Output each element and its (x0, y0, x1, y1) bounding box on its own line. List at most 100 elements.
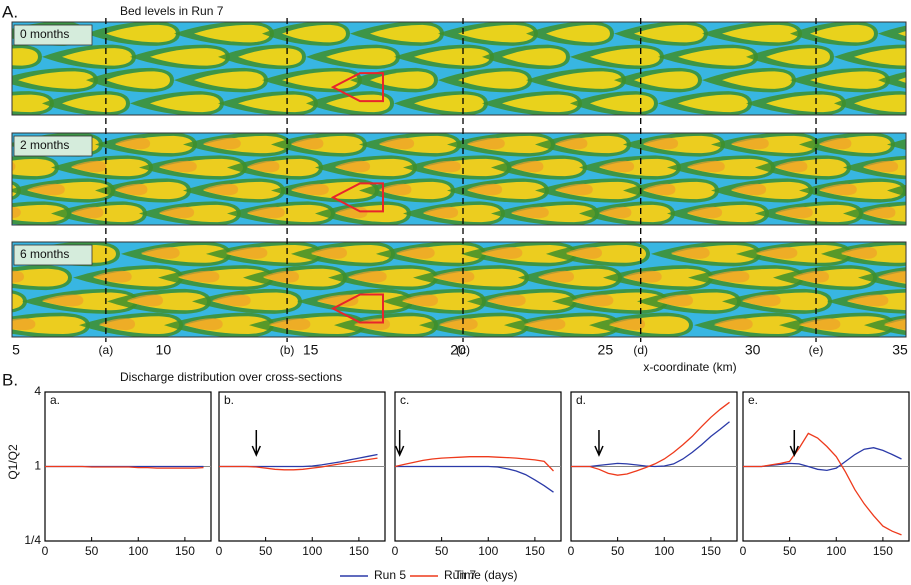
bar-top (326, 94, 390, 113)
x-tick-label: 100 (302, 544, 322, 558)
x-tick-label: 0 (740, 544, 747, 558)
bar-edge (572, 294, 614, 307)
label-box (13, 24, 93, 46)
bar-edge (433, 270, 475, 283)
series-line (219, 457, 378, 471)
bar-top (370, 24, 440, 43)
bar-top (590, 94, 654, 113)
chart-title: a. (50, 393, 60, 407)
bar-top (722, 24, 798, 43)
bar-top (62, 48, 132, 66)
bar-top (0, 136, 5, 153)
panel-label: 0 months (20, 27, 69, 41)
bar-top (194, 71, 264, 89)
bar-top (282, 24, 346, 43)
bar-edge (317, 294, 359, 307)
x-tick-label: 150 (525, 544, 545, 558)
bar-edge (524, 318, 566, 331)
x-tick-label: 150 (175, 544, 195, 558)
bar-edge (439, 318, 478, 331)
x-tick-label: 20 (450, 342, 466, 358)
bar-edge (348, 270, 387, 283)
bar-shadow (0, 132, 9, 156)
bar-top (414, 94, 484, 113)
bar-top (854, 48, 906, 66)
bar-top (12, 268, 68, 287)
bar-edge (841, 246, 877, 259)
bar-edge (819, 137, 852, 150)
bar-edge (511, 206, 549, 219)
arrow (789, 430, 799, 457)
x-tick-label: 50 (783, 544, 797, 558)
bar-top (810, 71, 886, 89)
bed-image (0, 242, 906, 337)
panel-label: 6 months (20, 247, 69, 261)
bar-edge (402, 294, 438, 307)
bed-image (12, 22, 906, 115)
bar-edge (127, 294, 163, 307)
panel-frame (11, 132, 907, 226)
chart-title: e. (748, 393, 758, 407)
bar-edge (643, 183, 676, 196)
x-tick-label: 100 (654, 544, 674, 558)
bar-edge (847, 294, 889, 307)
bar-edge (623, 270, 662, 283)
panel-title: Discharge distribution over cross-sectio… (120, 370, 342, 384)
bed-image (0, 132, 906, 225)
x-tick-label: 25 (598, 342, 614, 358)
chart-title: d. (576, 393, 586, 407)
bar-edge (423, 160, 461, 173)
bar-top (634, 71, 698, 89)
bar-edge (27, 183, 65, 196)
bar-shadow (887, 184, 906, 197)
bar-edge (863, 206, 896, 219)
bar-edge (566, 246, 602, 259)
bar-edge (599, 206, 632, 219)
bar-edge (291, 137, 324, 150)
x-tick-label: 0 (392, 544, 399, 558)
y-tick-label: 1/4 (24, 533, 41, 547)
section-label: (d) (633, 343, 648, 357)
bar-edge (396, 246, 435, 259)
bar-edge (878, 270, 906, 283)
bar-top (678, 48, 754, 66)
bar-top (502, 48, 566, 66)
bar-edge (423, 206, 459, 219)
x-tick-label: 50 (611, 544, 625, 558)
bar-top (12, 94, 50, 113)
bar-edge (12, 318, 36, 331)
y-tick-label: 4 (34, 384, 41, 398)
bar-top (194, 24, 270, 43)
bar-edge (71, 206, 104, 219)
bar-edge (12, 161, 16, 172)
bar-top (12, 158, 55, 177)
bar-edge (12, 270, 24, 283)
section-label: (e) (809, 343, 824, 357)
highlight (330, 182, 384, 213)
bar-top (238, 48, 302, 66)
x-axis-label: Time (days) (455, 568, 518, 582)
bar-edge (742, 294, 781, 307)
bar-top (634, 24, 704, 43)
bar-edge (379, 183, 412, 196)
bar-edge (884, 318, 906, 330)
bar-top (150, 94, 220, 113)
bar-edge (335, 160, 371, 173)
x-tick-label: 0 (216, 544, 223, 558)
bar-top (0, 245, 5, 263)
bar-edge (226, 246, 268, 259)
bar-edge (467, 183, 503, 196)
bar-edge (538, 270, 574, 283)
x-tick-label: 100 (478, 544, 498, 558)
bar-edge (487, 294, 526, 307)
bar-top (810, 24, 874, 43)
bar-top (546, 24, 610, 43)
x-tick-label: 100 (128, 544, 148, 558)
bar-top (238, 94, 314, 113)
bar-edge (731, 183, 767, 196)
chart-title: c. (400, 393, 409, 407)
bar-top (854, 94, 906, 113)
panel-letter: A. (2, 2, 18, 21)
bar-edge (708, 270, 750, 283)
label-box (13, 135, 93, 157)
